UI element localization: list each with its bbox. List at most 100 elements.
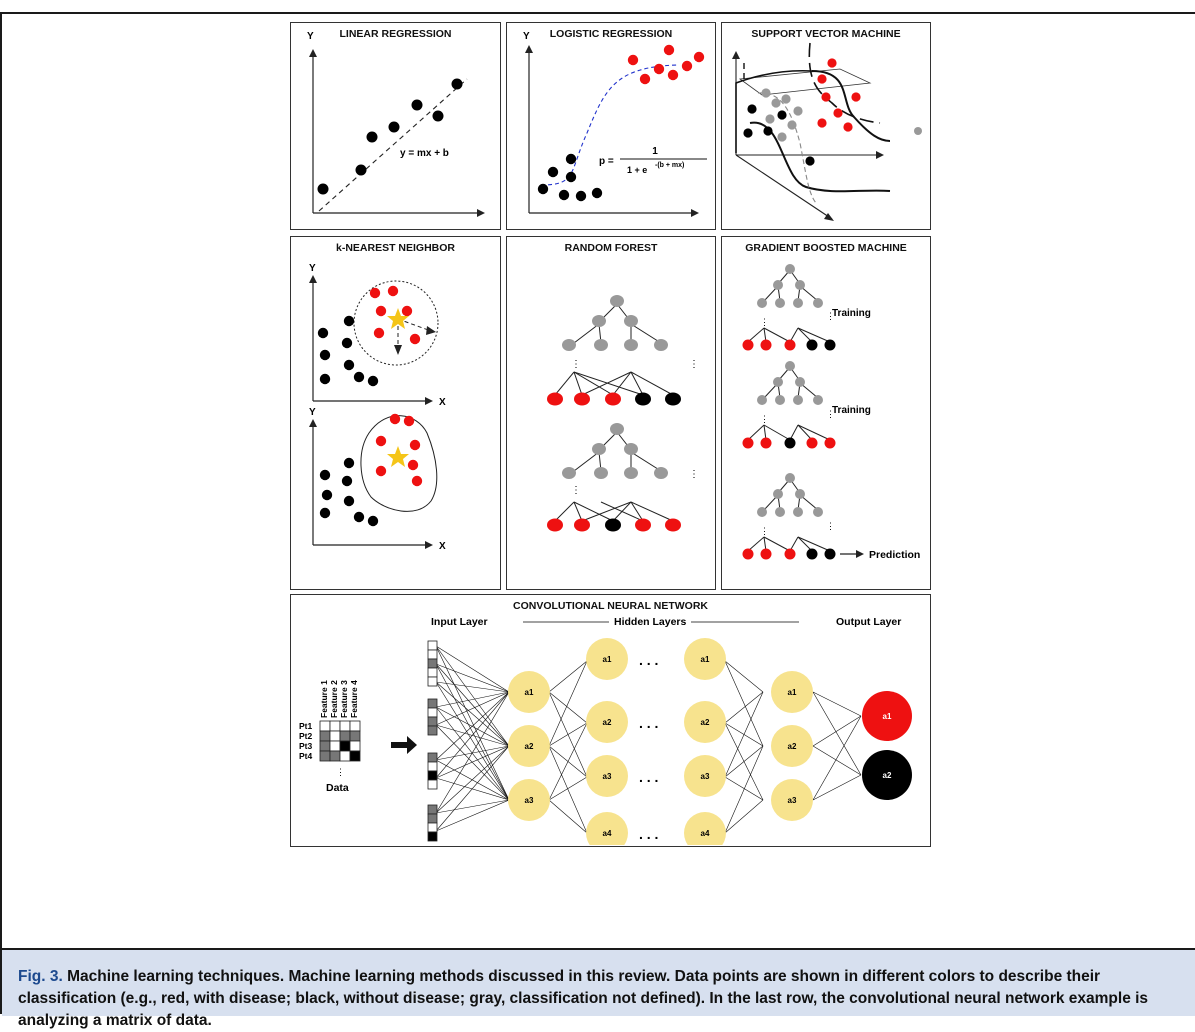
output-layer-label: Output Layer	[836, 616, 901, 628]
svg-text:Pt4: Pt4	[299, 751, 313, 761]
panel-title: LINEAR REGRESSION	[339, 28, 452, 40]
svg-text:⋮: ⋮	[760, 317, 769, 327]
svg-text:⋮: ⋮	[689, 469, 699, 480]
x-axis-label: X	[439, 541, 446, 552]
arrow-right-icon	[391, 736, 417, 754]
panel-title: LOGISTIC REGRESSION	[549, 28, 673, 40]
svg-text:. . .: . . .	[639, 715, 658, 731]
boosting-tree: ⋮⋮	[742, 473, 836, 560]
data-point	[451, 78, 463, 90]
equation-exponent: -(b + mx)	[655, 162, 684, 169]
data-point	[653, 63, 665, 75]
cnn-diagram: Input Layer Hidden Layers Output Layer F…	[299, 616, 912, 845]
y-axis-label: Y	[523, 31, 530, 42]
svm-plot	[732, 42, 922, 221]
star-icon	[387, 446, 409, 467]
data-point	[388, 121, 400, 133]
ellipsis-row: . . . . . . . . . . . .	[639, 652, 658, 842]
svg-text:Pt1: Pt1	[299, 721, 313, 731]
hidden-layer-1: a1 a2 a3	[508, 671, 550, 821]
data-point	[591, 187, 603, 199]
panel-logistic-regression: LOGISTIC REGRESSION Y p = 1 1 + e -(b + …	[506, 22, 716, 230]
svg-text:Feature 2: Feature 2	[329, 680, 339, 718]
svg-text:⋮: ⋮	[760, 526, 769, 536]
decision-tree: ⋮⋮	[547, 423, 699, 532]
random-forest-diagram: ⋮ ⋮ ⋮⋮	[547, 295, 699, 532]
data-point	[693, 51, 705, 63]
linear-regression-plot: Y y = mx + b	[307, 31, 485, 217]
sigmoid-curve	[540, 64, 678, 186]
svg-text:Feature 1: Feature 1	[319, 680, 329, 718]
panel-title: GRADIENT BOOSTED MACHINE	[745, 242, 907, 254]
panel-title: SUPPORT VECTOR MACHINE	[751, 28, 901, 40]
gbm-diagram: ⋮⋮ Training ⋮ ⋮ Training ⋮ ⋮	[742, 264, 920, 561]
data-point	[558, 189, 570, 201]
y-axis-label: Y	[309, 263, 316, 274]
boosting-tree: ⋮⋮	[742, 264, 836, 351]
equation-numerator: 1	[652, 146, 658, 157]
svg-text:a1: a1	[701, 655, 710, 664]
svg-text:a2: a2	[883, 771, 892, 780]
svg-text:⋮: ⋮	[689, 359, 699, 370]
data-point	[411, 99, 423, 111]
figure-caption: Fig. 3. Machine learning techniques. Mac…	[18, 966, 1180, 1032]
knn-plot: Y X Y X	[309, 263, 446, 552]
svg-text:a2: a2	[701, 718, 710, 727]
svg-text:Feature 3: Feature 3	[339, 680, 349, 718]
svg-text:Feature 4: Feature 4	[349, 680, 359, 718]
logistic-regression-plot: Y p = 1 1 + e -(b + mx)	[523, 31, 707, 217]
svg-text:a2: a2	[788, 742, 797, 751]
output-layer: a1 a2	[862, 691, 912, 800]
panel-random-forest: RANDOM FOREST ⋮ ⋮	[506, 236, 716, 590]
svg-text:a4: a4	[701, 829, 710, 838]
hidden-layer-4: a1 a2 a3	[771, 671, 813, 821]
caption-band	[2, 948, 1195, 1016]
data-point	[565, 171, 577, 183]
svg-text:⋮: ⋮	[826, 409, 835, 419]
svg-text:. . .: . . .	[639, 652, 658, 668]
equation-denominator: 1 + e	[627, 165, 647, 175]
y-axis-label: Y	[307, 31, 314, 42]
step-label: Training	[832, 308, 871, 319]
panel-knn: k-NEAREST NEIGHBOR Y X Y X	[290, 236, 501, 590]
svg-text:⋮: ⋮	[826, 521, 835, 531]
svg-text:a3: a3	[603, 772, 612, 781]
data-point	[547, 166, 559, 178]
panel-linear-regression: LINEAR REGRESSION Y y = mx + b	[290, 22, 501, 230]
svg-text:a1: a1	[525, 688, 534, 697]
panel-title: CONVOLUTIONAL NEURAL NETWORK	[512, 600, 709, 612]
input-layer	[427, 640, 438, 842]
data-point	[355, 164, 367, 176]
panel-title: RANDOM FOREST	[564, 242, 658, 254]
connections	[435, 645, 862, 834]
data-point	[667, 69, 679, 81]
step-label: Training	[832, 405, 871, 416]
data-point	[537, 183, 549, 195]
data-point	[366, 131, 378, 143]
svg-text:. . .: . . .	[639, 769, 658, 785]
data-point	[317, 183, 329, 195]
svg-text:⋮: ⋮	[571, 485, 581, 496]
data-point	[639, 73, 651, 85]
hidden-layers-label: Hidden Layers	[614, 616, 687, 628]
hidden-layer-3: a1 a2 a3 a4	[684, 638, 726, 845]
svg-text:. . .: . . .	[639, 826, 658, 842]
svg-text:a1: a1	[883, 712, 892, 721]
data-point	[565, 153, 577, 165]
panel-gbm: GRADIENT BOOSTED MACHINE ⋮ ⋮ Training ⋮ ⋮	[721, 236, 931, 590]
svg-text:⋮: ⋮	[336, 767, 345, 777]
svg-text:a1: a1	[603, 655, 612, 664]
svg-text:a3: a3	[525, 796, 534, 805]
x-axis-label: X	[439, 397, 446, 408]
data-point	[575, 190, 587, 202]
decision-tree: ⋮⋮	[547, 295, 699, 406]
input-layer-label: Input Layer	[431, 616, 488, 628]
panel-cnn: CONVOLUTIONAL NEURAL NETWORK Input Layer…	[290, 594, 931, 847]
svg-text:a2: a2	[603, 718, 612, 727]
panel-title: k-NEAREST NEIGHBOR	[335, 242, 455, 254]
svg-text:a3: a3	[788, 796, 797, 805]
data-label: Data	[326, 782, 349, 794]
svg-text:a1: a1	[788, 688, 797, 697]
data-point	[432, 110, 444, 122]
data-point	[663, 44, 675, 56]
